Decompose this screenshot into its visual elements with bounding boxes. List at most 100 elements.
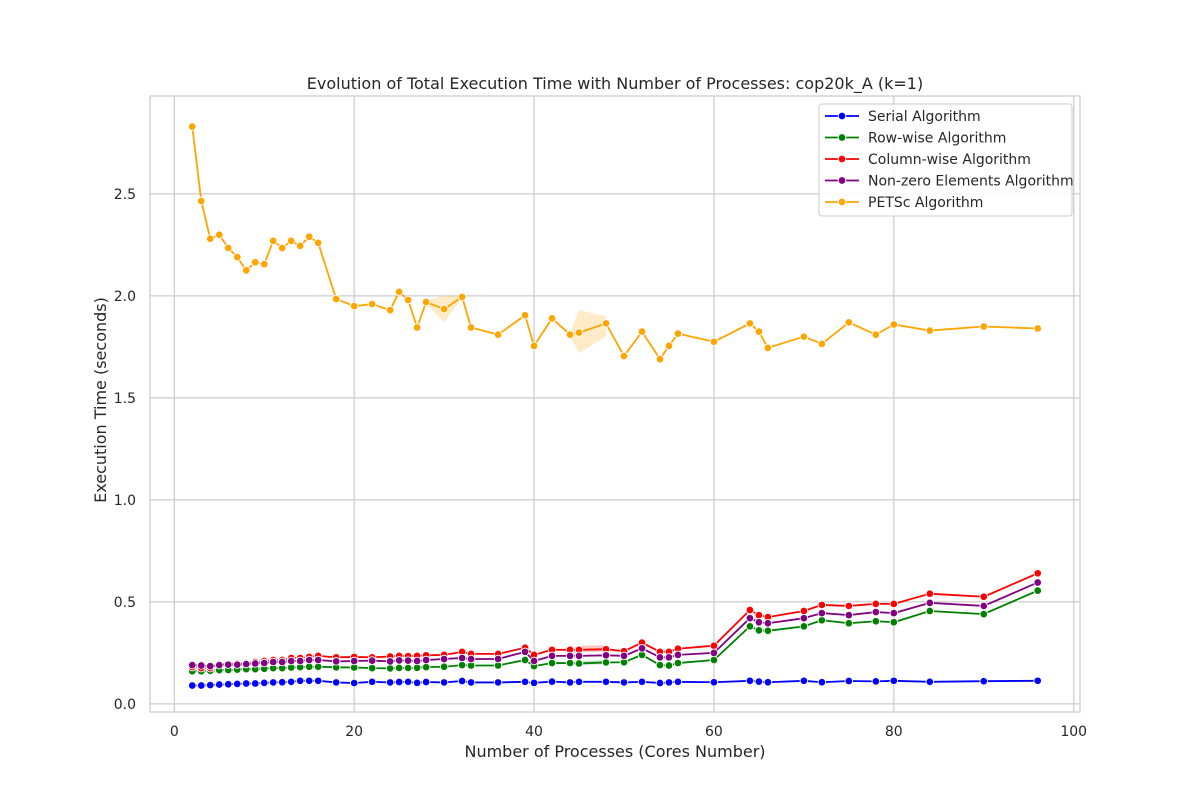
x-tick-label: 100 <box>1060 724 1087 740</box>
row-wise-algorithm-point <box>664 661 674 670</box>
petsc-algorithm-point <box>817 339 827 349</box>
serial-algorithm-point <box>206 680 215 690</box>
petsc-algorithm-point <box>188 122 197 131</box>
petsc-algorithm-point <box>529 341 539 351</box>
x-axis-ticks: 0 20 40 60 80 100 <box>170 724 1087 740</box>
row-wise-algorithm-point <box>979 609 989 619</box>
serial-algorithm-series <box>188 676 1042 690</box>
serial-algorithm-point <box>277 677 287 687</box>
petsc-algorithm-point <box>754 327 764 336</box>
serial-algorithm-point <box>547 677 557 686</box>
column-wise-algorithm-point <box>754 610 764 620</box>
serial-algorithm-point <box>844 676 854 686</box>
column-wise-algorithm-point <box>1033 569 1042 578</box>
y-tick-label: 1.5 <box>114 391 136 407</box>
row-wise-algorithm-point <box>745 622 755 631</box>
non-zero-elements-algorithm-point <box>241 659 251 669</box>
row-wise-algorithm-point <box>889 618 899 627</box>
x-tick-label: 0 <box>170 724 179 740</box>
petsc-algorithm-point <box>889 320 899 329</box>
non-zero-elements-algorithm-point <box>547 651 557 661</box>
non-zero-elements-algorithm-point <box>250 659 260 668</box>
petsc-algorithm-confidence-band <box>570 310 607 354</box>
column-wise-algorithm-point <box>889 599 899 609</box>
non-zero-elements-algorithm-point <box>412 656 422 666</box>
row-wise-algorithm-point <box>547 658 557 668</box>
serial-algorithm-point <box>925 677 935 687</box>
petsc-algorithm-point <box>295 241 305 251</box>
row-wise-algorithm-point <box>367 663 377 673</box>
petsc-algorithm-point <box>403 295 413 305</box>
non-zero-elements-algorithm-point <box>188 660 197 670</box>
serial-algorithm-point <box>520 677 530 687</box>
legend-label: Serial Algorithm <box>868 109 981 125</box>
serial-algorithm-point <box>412 678 422 688</box>
legend-frame <box>818 103 1073 217</box>
column-wise-algorithm-point <box>979 592 989 602</box>
non-zero-elements-algorithm-point <box>313 655 323 665</box>
petsc-algorithm-point <box>844 318 854 327</box>
y-tick-label: 0.5 <box>114 595 136 611</box>
non-zero-elements-algorithm-point <box>493 654 503 664</box>
serial-algorithm-point <box>250 679 260 688</box>
petsc-algorithm-point <box>655 354 665 364</box>
petsc-algorithm-point <box>664 341 674 351</box>
petsc-algorithm-point <box>304 232 314 241</box>
column-wise-algorithm-point <box>709 641 719 650</box>
serial-algorithm-point <box>754 677 764 686</box>
non-zero-elements-algorithm-point <box>664 653 674 662</box>
non-zero-elements-algorithm-point <box>215 660 224 670</box>
serial-algorithm-point <box>817 677 827 687</box>
serial-algorithm-point <box>799 676 809 686</box>
row-wise-algorithm-point <box>673 658 683 668</box>
non-zero-elements-algorithm-point <box>844 610 854 620</box>
petsc-algorithm-point <box>394 287 404 297</box>
petsc-algorithm-point <box>619 351 629 361</box>
petsc-algorithm-point <box>241 266 251 275</box>
petsc-algorithm-point <box>466 323 476 332</box>
row-wise-algorithm-point <box>655 660 665 670</box>
non-zero-elements-algorithm-point <box>655 653 665 662</box>
row-wise-algorithm-point <box>421 662 431 672</box>
petsc-algorithm-point <box>232 252 242 262</box>
non-zero-elements-algorithm-point <box>709 648 719 658</box>
petsc-algorithm-point <box>637 327 647 336</box>
petsc-algorithm-point <box>412 323 422 332</box>
serial-algorithm-point <box>349 678 359 688</box>
non-zero-elements-algorithm-point <box>601 651 611 660</box>
non-zero-elements-algorithm-point <box>232 660 242 669</box>
row-wise-algorithm-point <box>439 662 449 671</box>
serial-algorithm-point <box>188 681 197 690</box>
serial-algorithm-point <box>745 676 755 686</box>
non-zero-elements-algorithm-point <box>421 655 431 665</box>
serial-algorithm-point <box>979 676 989 686</box>
non-zero-elements-algorithm-point <box>574 651 584 661</box>
non-zero-elements-algorithm-point <box>439 654 449 664</box>
row-wise-algorithm-point <box>844 619 854 628</box>
petsc-algorithm-point <box>223 243 233 253</box>
serial-algorithm-point <box>565 678 575 687</box>
petsc-algorithm-point <box>206 234 215 244</box>
petsc-algorithm-point <box>421 297 431 307</box>
non-zero-elements-algorithm-point <box>223 660 233 669</box>
legend-marker <box>837 176 847 185</box>
non-zero-elements-algorithm-point <box>259 658 269 668</box>
serial-algorithm-point <box>215 680 224 689</box>
legend-marker <box>837 111 847 121</box>
row-wise-algorithm-point <box>601 658 611 667</box>
legend-label: Column-wise Algorithm <box>868 152 1031 168</box>
serial-algorithm-point <box>259 678 269 688</box>
non-zero-elements-algorithm-point <box>286 656 296 666</box>
grid <box>150 96 1080 712</box>
row-wise-algorithm-point <box>817 615 827 625</box>
serial-algorithm-point <box>331 678 341 687</box>
non-zero-elements-algorithm-point <box>871 607 881 617</box>
serial-algorithm-point <box>529 678 539 688</box>
non-zero-elements-algorithm-point <box>457 653 467 663</box>
column-wise-algorithm-point <box>817 600 827 610</box>
non-zero-elements-algorithm-point <box>295 656 305 666</box>
petsc-algorithm-point <box>979 322 989 331</box>
serial-algorithm-point <box>403 677 413 687</box>
serial-algorithm-point <box>601 677 611 687</box>
column-wise-algorithm-point <box>745 605 755 615</box>
